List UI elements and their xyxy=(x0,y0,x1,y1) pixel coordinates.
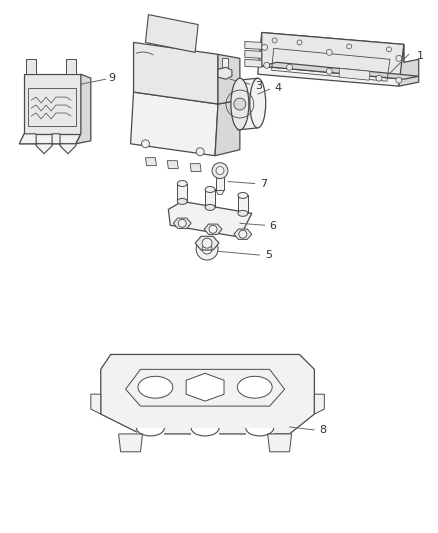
Polygon shape xyxy=(399,44,419,86)
Polygon shape xyxy=(19,134,76,154)
Ellipse shape xyxy=(138,376,173,398)
Ellipse shape xyxy=(177,181,187,187)
Ellipse shape xyxy=(250,78,266,128)
Circle shape xyxy=(212,163,228,179)
Polygon shape xyxy=(167,160,178,168)
Ellipse shape xyxy=(205,187,215,192)
Text: 6: 6 xyxy=(270,221,277,231)
Circle shape xyxy=(297,40,302,45)
Polygon shape xyxy=(137,428,164,436)
Polygon shape xyxy=(216,190,224,195)
Polygon shape xyxy=(131,92,218,156)
Polygon shape xyxy=(91,394,101,414)
Circle shape xyxy=(196,148,204,156)
Polygon shape xyxy=(234,229,252,239)
Circle shape xyxy=(234,98,246,110)
Ellipse shape xyxy=(177,198,187,204)
Polygon shape xyxy=(245,42,262,50)
Polygon shape xyxy=(195,236,219,250)
Polygon shape xyxy=(245,51,262,58)
Text: 7: 7 xyxy=(260,179,267,189)
Polygon shape xyxy=(190,164,201,172)
Polygon shape xyxy=(246,428,274,436)
Polygon shape xyxy=(26,59,36,74)
Circle shape xyxy=(376,75,382,81)
Bar xyxy=(28,88,76,126)
Polygon shape xyxy=(268,434,292,452)
Polygon shape xyxy=(215,100,240,156)
Circle shape xyxy=(396,77,402,83)
Bar xyxy=(222,58,228,68)
Ellipse shape xyxy=(205,204,215,211)
Polygon shape xyxy=(24,74,81,134)
Circle shape xyxy=(202,238,212,248)
Circle shape xyxy=(264,62,270,68)
Circle shape xyxy=(178,219,186,227)
Text: 3: 3 xyxy=(255,81,262,91)
Polygon shape xyxy=(145,158,156,166)
Polygon shape xyxy=(258,33,404,86)
Polygon shape xyxy=(186,373,224,401)
Polygon shape xyxy=(205,190,215,207)
Polygon shape xyxy=(262,33,404,79)
Ellipse shape xyxy=(231,78,249,130)
Circle shape xyxy=(141,140,149,148)
Text: 1: 1 xyxy=(417,51,424,61)
Polygon shape xyxy=(218,54,240,104)
Polygon shape xyxy=(19,134,81,144)
Polygon shape xyxy=(119,434,142,452)
Circle shape xyxy=(326,68,332,74)
Circle shape xyxy=(396,55,402,61)
Polygon shape xyxy=(66,59,76,74)
Polygon shape xyxy=(145,14,198,52)
Polygon shape xyxy=(177,183,187,201)
Circle shape xyxy=(216,167,224,175)
Polygon shape xyxy=(262,62,419,79)
Text: 9: 9 xyxy=(109,73,116,83)
Circle shape xyxy=(209,225,217,233)
Polygon shape xyxy=(101,354,314,434)
Text: 5: 5 xyxy=(265,250,272,260)
Bar xyxy=(216,168,224,190)
Polygon shape xyxy=(245,59,262,67)
Circle shape xyxy=(347,44,352,49)
Circle shape xyxy=(326,50,332,55)
Polygon shape xyxy=(168,201,252,237)
Polygon shape xyxy=(238,196,248,213)
Ellipse shape xyxy=(238,211,248,216)
Polygon shape xyxy=(76,74,91,144)
Polygon shape xyxy=(191,428,219,436)
Polygon shape xyxy=(134,43,218,104)
Text: 8: 8 xyxy=(319,425,326,435)
Circle shape xyxy=(386,47,392,52)
Ellipse shape xyxy=(237,376,272,398)
Circle shape xyxy=(196,238,218,260)
Circle shape xyxy=(239,230,247,238)
Polygon shape xyxy=(173,218,191,229)
Ellipse shape xyxy=(238,192,248,198)
Polygon shape xyxy=(204,224,222,235)
Polygon shape xyxy=(339,68,370,80)
Circle shape xyxy=(272,38,277,43)
Polygon shape xyxy=(238,78,258,130)
Circle shape xyxy=(262,44,268,51)
Circle shape xyxy=(286,64,293,70)
Polygon shape xyxy=(314,394,324,414)
Polygon shape xyxy=(218,67,232,79)
Text: 4: 4 xyxy=(275,83,282,93)
